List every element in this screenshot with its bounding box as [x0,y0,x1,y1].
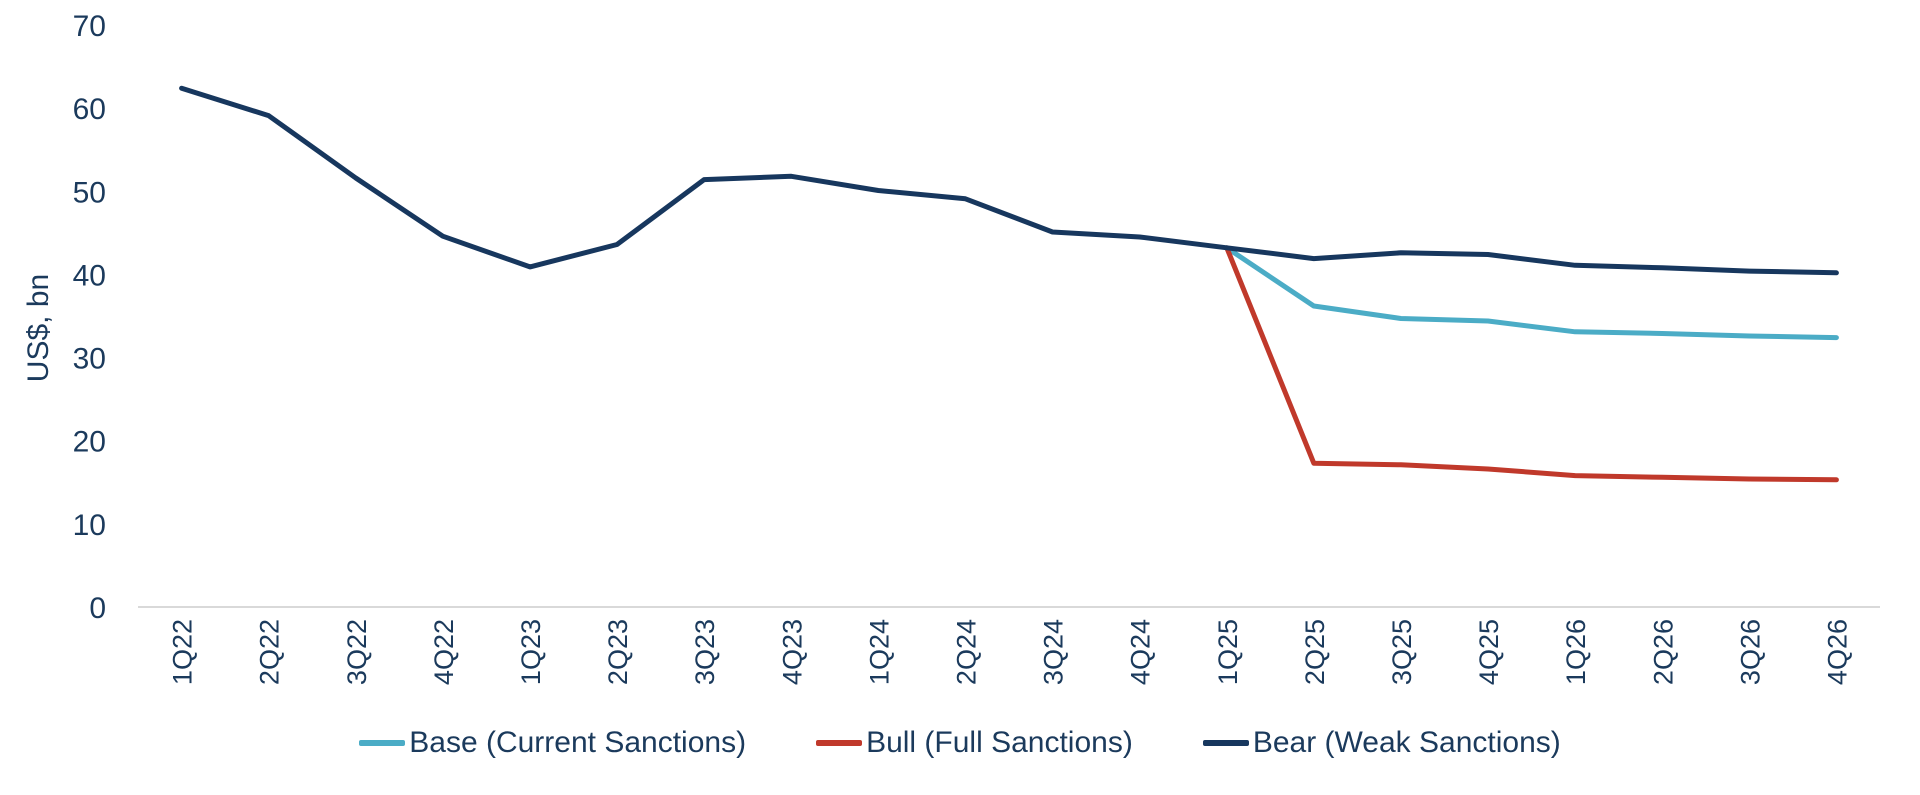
x-tick-label: 2Q22 [255,619,285,685]
x-tick-label: 3Q22 [342,619,372,685]
x-tick-label: 3Q25 [1387,619,1417,685]
legend-item: Bear (Weak Sanctions) [1202,726,1561,760]
x-tick-label: 2Q25 [1300,619,1330,685]
legend-swatch [359,740,406,746]
x-tick-label: 4Q26 [1822,619,1852,685]
series-layer [179,85,1839,483]
legend-label: Base (Current Sanctions) [409,726,747,759]
y-tick-label: 50 [73,176,106,209]
legend-label: Bull (Full Sanctions) [866,726,1133,759]
series-line-bear [179,85,1839,276]
x-tick-label: 4Q24 [1126,619,1156,685]
y-axis-ticks: 0 10 20 30 40 50 60 70 [73,10,106,625]
x-tick-label: 4Q23 [777,619,807,685]
legend-item: Base (Current Sanctions) [359,726,746,760]
y-tick-label: 60 [73,93,106,126]
x-tick-label: 2Q26 [1648,619,1678,685]
x-tick-label: 2Q23 [603,619,633,685]
x-tick-label: 3Q26 [1735,619,1765,685]
legend-item: Bull (Full Sanctions) [816,726,1133,760]
y-tick-label: 0 [89,592,106,625]
x-tick-label: 4Q22 [429,619,459,685]
y-tick-label: 40 [73,259,106,292]
y-axis-title: US$, bn [22,274,55,382]
x-tick-label: 1Q22 [168,619,198,685]
x-tick-label: 1Q26 [1561,619,1591,685]
legend: Base (Current Sanctions) Bull (Full Sanct… [0,718,1920,768]
series-line-bull [1224,245,1839,483]
y-tick-label: 10 [73,509,106,542]
y-tick-label: 20 [73,426,106,459]
x-tick-label: 3Q23 [690,619,720,685]
legend-swatch [816,740,863,746]
x-tick-label: 1Q24 [864,619,894,685]
x-tick-label: 4Q25 [1474,619,1504,685]
series-line-base [1224,245,1839,341]
x-axis-ticks: 1Q22 2Q22 3Q22 4Q22 1Q23 2Q23 3Q23 4Q23 1Q24 2Q24… [168,619,1853,685]
legend-label: Bear (Weak Sanctions) [1252,726,1561,759]
x-tick-label: 3Q24 [1039,619,1069,685]
y-tick-label: 30 [73,343,106,376]
x-tick-label: 2Q24 [951,619,981,685]
x-tick-label: 1Q25 [1213,619,1243,685]
legend-swatch [1202,740,1249,746]
x-tick-label: 1Q23 [516,619,546,685]
y-tick-label: 70 [73,10,106,43]
